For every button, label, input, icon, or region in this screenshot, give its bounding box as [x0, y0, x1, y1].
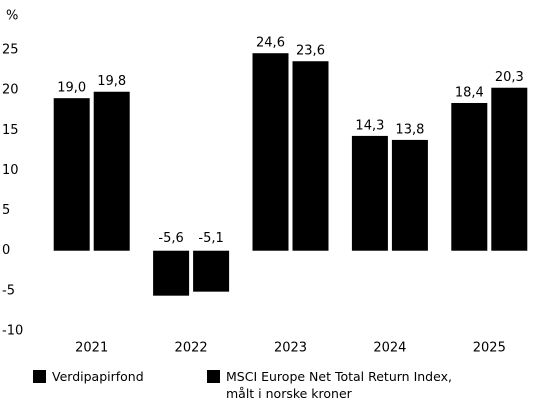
- legend-item: Verdipapirfond: [33, 368, 144, 385]
- data-label: 19,0: [57, 81, 86, 96]
- y-tick-label: 0: [2, 243, 10, 258]
- legend-label: Verdipapirfond: [52, 369, 144, 384]
- data-label: 14,3: [355, 118, 384, 133]
- data-label: -5,6: [158, 231, 183, 246]
- data-label: 18,4: [455, 85, 484, 100]
- y-tick-label: -10: [2, 324, 23, 339]
- legend-swatch: [207, 370, 220, 383]
- x-tick-label: 2024: [373, 341, 406, 356]
- data-label: 24,6: [256, 36, 285, 51]
- y-axis-label: %: [6, 9, 18, 24]
- x-tick-label: 2025: [473, 341, 506, 356]
- y-tick-label: 20: [2, 83, 19, 98]
- y-tick-label: 10: [2, 163, 19, 178]
- legend-item: MSCI Europe Net Total Return Index, målt…: [207, 368, 497, 402]
- bar: [292, 61, 329, 251]
- bar: [153, 250, 190, 296]
- bar: [391, 139, 428, 251]
- x-tick-label: 2022: [175, 341, 208, 356]
- y-tick-label: 5: [2, 203, 10, 218]
- legend-swatch: [33, 370, 46, 383]
- data-label: 19,8: [97, 74, 126, 89]
- x-tick-label: 2023: [274, 341, 307, 356]
- data-label: 20,3: [495, 70, 524, 85]
- y-tick-label: 15: [2, 123, 19, 138]
- bar: [491, 87, 528, 251]
- y-tick-label: 25: [2, 43, 19, 58]
- data-label: 13,8: [395, 122, 424, 137]
- bar: [252, 53, 289, 251]
- bar: [53, 98, 90, 251]
- legend-label: MSCI Europe Net Total Return Index, målt…: [226, 369, 452, 401]
- y-tick-label: -5: [2, 283, 15, 298]
- bar: [451, 102, 488, 251]
- x-tick-label: 2021: [75, 341, 108, 356]
- bar: [351, 135, 388, 251]
- data-label: -5,1: [198, 231, 223, 246]
- data-label: 23,6: [296, 44, 325, 59]
- bar: [93, 91, 130, 251]
- bar: [193, 250, 230, 292]
